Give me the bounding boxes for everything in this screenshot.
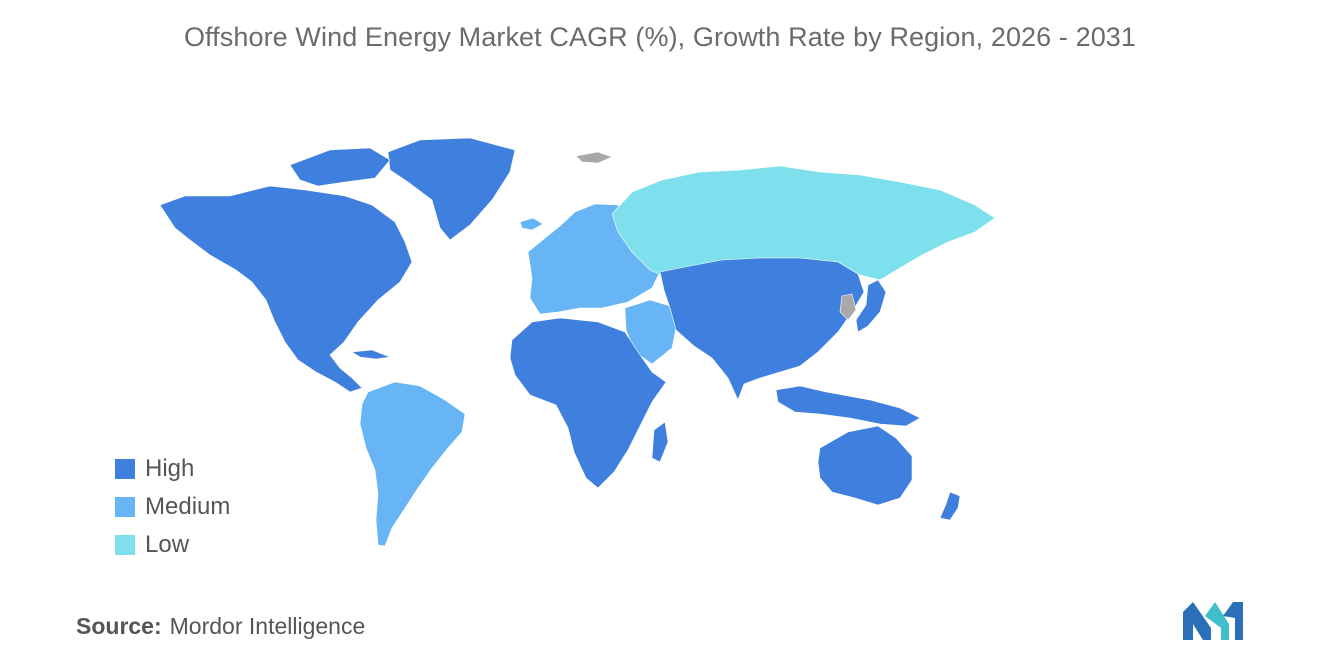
logo-left-stroke xyxy=(1183,602,1211,640)
region-africa xyxy=(509,317,667,489)
region-southeast-asia-islands xyxy=(775,385,921,427)
region-caribbean xyxy=(351,349,392,360)
legend-item-low: Low xyxy=(115,526,230,564)
legend-item-high: High xyxy=(115,450,230,488)
region-iceland xyxy=(519,217,544,231)
chart-title: Offshore Wind Energy Market CAGR (%), Gr… xyxy=(183,22,1137,52)
region-greenland xyxy=(387,137,516,241)
region-asia xyxy=(659,257,865,401)
logo-right-stroke xyxy=(1223,602,1243,640)
legend-label-low: Low xyxy=(145,531,190,558)
region-madagascar xyxy=(651,421,669,463)
legend-label-medium: Medium xyxy=(145,493,231,520)
region-north-america-islands xyxy=(289,147,391,187)
legend-item-medium: Medium xyxy=(115,488,230,526)
source-label: Source: xyxy=(76,613,162,639)
source-value: Mordor Intelligence xyxy=(169,613,366,639)
legend: High Medium Low xyxy=(115,450,230,564)
legend-swatch-low xyxy=(115,535,135,555)
mordor-intelligence-logo xyxy=(1183,602,1243,640)
region-svalbard-no-data xyxy=(575,151,613,164)
source-line: Source: Mordor Intelligence xyxy=(76,613,365,640)
logo-middle-stroke xyxy=(1205,602,1229,640)
region-north-america xyxy=(159,185,413,393)
region-japan xyxy=(855,279,887,333)
region-australia xyxy=(817,425,913,506)
legend-swatch-high xyxy=(115,459,135,479)
region-south-america xyxy=(359,381,466,547)
region-new-zealand xyxy=(939,491,961,521)
region-korea-no-data xyxy=(839,293,857,321)
region-middle-east xyxy=(624,299,677,365)
legend-swatch-medium xyxy=(115,497,135,517)
legend-label-high: High xyxy=(145,455,195,482)
